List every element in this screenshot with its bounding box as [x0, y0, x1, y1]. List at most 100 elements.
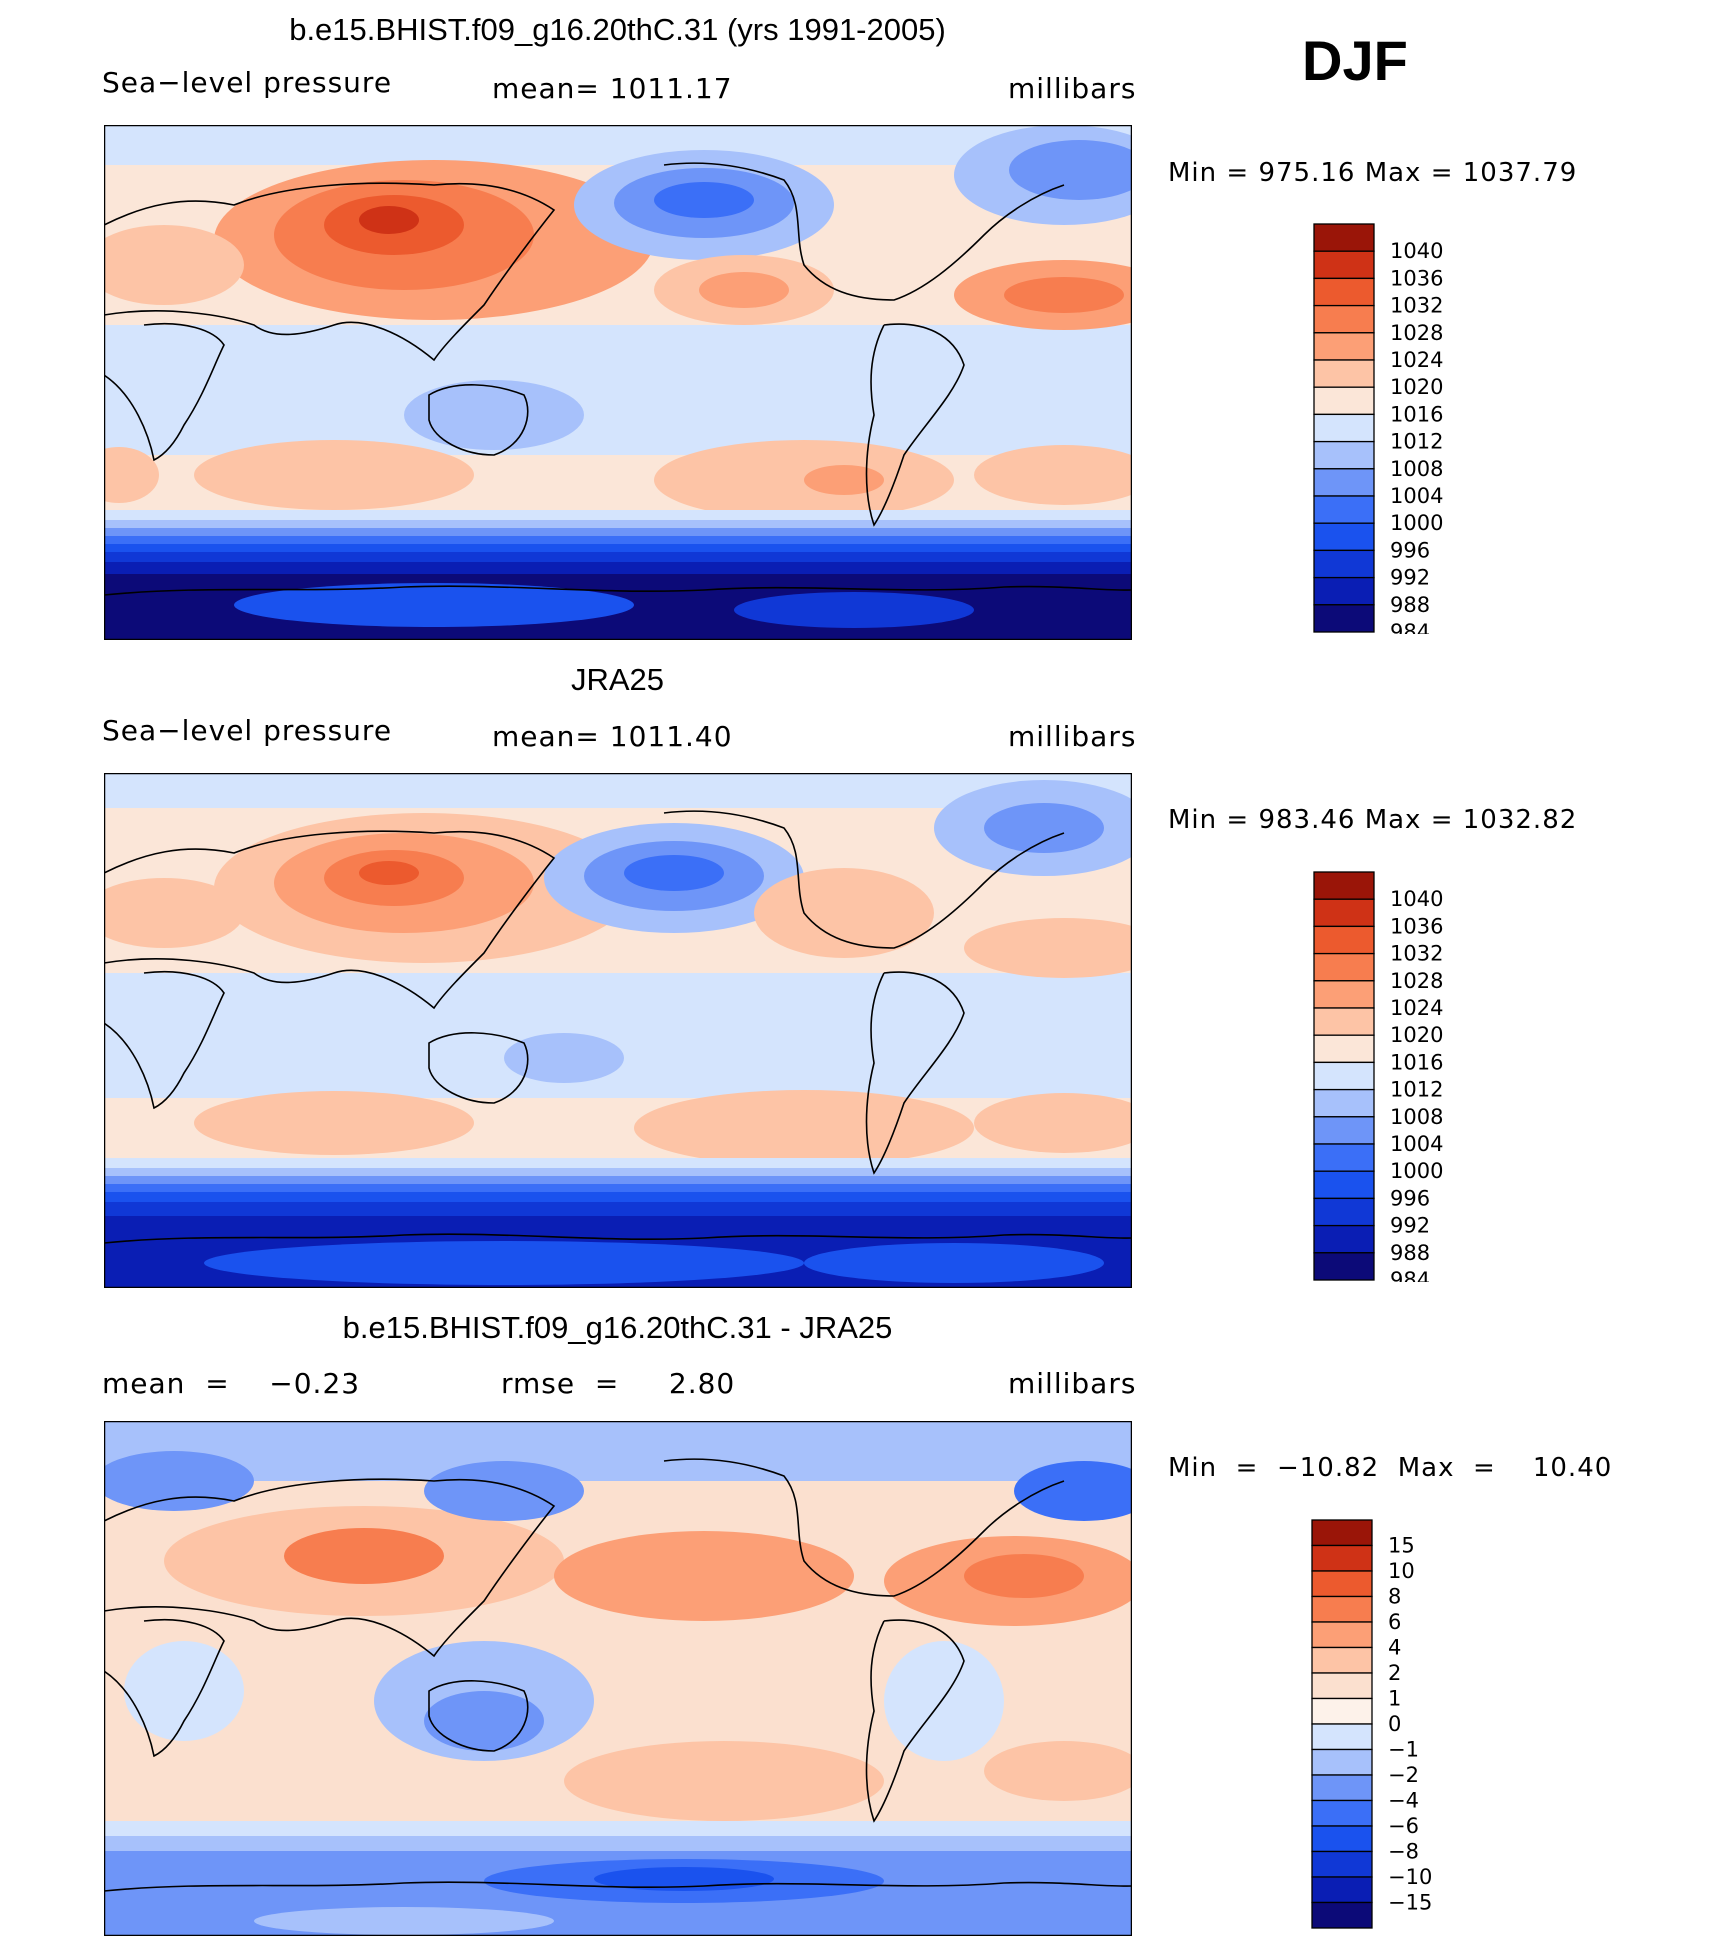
colorbar-tick-label: 1004: [1390, 484, 1443, 508]
panel-3-mean: mean = −0.23: [102, 1367, 361, 1400]
coastlines: [104, 810, 1132, 1244]
aleutian-low-core: [624, 855, 724, 891]
colorbar-tick-label: −6: [1388, 1814, 1419, 1838]
colorbar-tick-label: 1012: [1390, 1078, 1443, 1102]
s-indian-high: [194, 1091, 474, 1155]
panel-2-minmax: Min = 983.46 Max = 1032.82: [1168, 805, 1578, 835]
map-frame: [104, 1421, 1132, 1936]
colorbar-box: [1311, 1621, 1373, 1649]
africa-coast: [104, 970, 225, 1110]
map-frame: [104, 125, 1132, 640]
colorbar-box: [1311, 1901, 1373, 1929]
so-band-1: [104, 510, 1132, 520]
s-america-coast: [865, 971, 965, 1175]
colorbar-box: [1313, 304, 1375, 334]
colorbar-box: [1313, 495, 1375, 524]
africa-coast: [104, 1618, 225, 1758]
colorbar-tick-label: −10: [1388, 1865, 1432, 1889]
colorbar-box: [1313, 952, 1375, 982]
n-america-coast: [663, 810, 1065, 949]
colorbar-tick-label: 1012: [1390, 430, 1443, 454]
australia-neg: [424, 1691, 544, 1751]
so-band-2: [104, 520, 1132, 528]
colorbar-box: [1313, 359, 1375, 388]
colorbar-box: [1313, 413, 1375, 443]
colorbar-box: [1311, 1774, 1373, 1802]
panel-3-minmax: Min = −10.82 Max = 10.40: [1168, 1453, 1613, 1483]
so-band-3: [104, 528, 1132, 536]
coastlines: [104, 1458, 1132, 1892]
antarctica-coast: [104, 585, 1132, 596]
colorbar-tick-label: 1016: [1390, 402, 1443, 426]
colorbar-box: [1311, 1672, 1373, 1700]
colorbar-tick-label: 992: [1390, 1214, 1430, 1238]
s-atlantic-pos: [984, 1741, 1132, 1801]
panel-1-map: [104, 125, 1132, 640]
colorbar-tick-label: 2: [1388, 1661, 1401, 1685]
colorbar-tick-label: 1020: [1390, 1023, 1443, 1047]
colorbar-box: [1311, 1748, 1373, 1776]
colorbar-tick-label: 8: [1388, 1585, 1401, 1609]
colorbar-tick-label: 992: [1390, 566, 1430, 590]
colorbar-box: [1313, 468, 1375, 497]
colorbar-box: [1313, 332, 1375, 361]
eurasia-coast: [104, 1478, 556, 1658]
colorbar-tick-label: 1016: [1390, 1050, 1443, 1074]
so-band-2: [104, 1836, 1132, 1851]
s-pacific-high-core: [804, 465, 884, 495]
panel-2-title: JRA25: [570, 662, 665, 697]
colorbar-tick-label: 1008: [1390, 1105, 1443, 1129]
panel-3-title: b.e15.BHIST.f09_g16.20thC.31 - JRA25: [342, 1310, 893, 1345]
colorbar-box: [1313, 1061, 1375, 1091]
so-band-4: [104, 536, 1132, 544]
colorbar-tick-label: 996: [1390, 538, 1430, 562]
colorbar-box: [1313, 1170, 1375, 1200]
colorbar-box: [1311, 1876, 1373, 1904]
colorbar-tick-label: 1036: [1390, 914, 1443, 938]
colorbar-box: [1313, 980, 1375, 1009]
colorbar-tick-label: 1028: [1390, 969, 1443, 993]
s-america-neg: [884, 1641, 1004, 1761]
colorbar-box: [1313, 277, 1375, 307]
colorbar-box: [1313, 1034, 1375, 1064]
eurasia-coast: [104, 830, 556, 1010]
s-indian-high: [194, 440, 474, 510]
colorbar-box: [1313, 1116, 1375, 1145]
panel-3-units: millibars: [1008, 1367, 1137, 1400]
azores-high: [964, 918, 1132, 978]
australia-coast: [428, 384, 529, 456]
panel-3-map: [104, 1421, 1132, 1936]
colorbar-tick-label: 996: [1390, 1186, 1430, 1210]
n-europe-neg: [104, 1451, 254, 1511]
australia-coast: [428, 1680, 529, 1752]
colorbar-tick-label: 1024: [1390, 348, 1443, 372]
colorbar-tick-label: −1: [1388, 1738, 1419, 1762]
s-atlantic-west: [104, 447, 159, 503]
colorbar-box: [1311, 1519, 1373, 1547]
colorbar-box: [1311, 1646, 1373, 1674]
panel-1-title: b.e15.BHIST.f09_g16.20thC.31 (yrs 1991-2…: [289, 12, 946, 47]
icelandic-low-core: [984, 803, 1104, 853]
so-band-1: [104, 1158, 1132, 1168]
colorbar-box: [1313, 871, 1375, 900]
so-band-5: [104, 1192, 1132, 1202]
colorbar-tick-label: 1040: [1390, 887, 1443, 911]
colorbar-box: [1311, 1850, 1373, 1878]
panel-2-mean: mean= 1011.40: [492, 720, 733, 753]
panel-3-rmse: rmse = 2.80: [501, 1367, 736, 1400]
antarctic-high-2: [804, 1243, 1104, 1283]
colorbar-box: [1313, 1197, 1375, 1227]
colorbar-tick-label: 988: [1390, 593, 1430, 617]
colorbar-box: [1313, 522, 1375, 552]
s-atlantic-high: [974, 445, 1132, 505]
panel-2-units: millibars: [1008, 720, 1137, 753]
colorbar-tick-label: −4: [1388, 1789, 1419, 1813]
colorbar-box: [1313, 1088, 1375, 1118]
northern-band: [104, 1421, 1132, 1481]
colorbar-tick-label: −2: [1388, 1763, 1419, 1787]
colorbar-box: [1313, 250, 1375, 280]
colorbar-box: [1311, 1825, 1373, 1853]
colorbar-tick-label: 1040: [1390, 239, 1443, 263]
so-band-6: [104, 552, 1132, 562]
